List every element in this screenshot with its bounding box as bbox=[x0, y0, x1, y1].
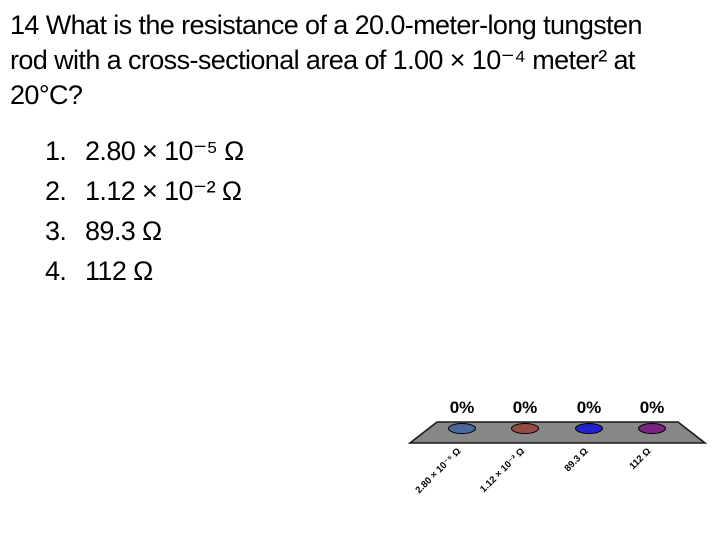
answer-number: 1. bbox=[45, 136, 67, 166]
answer-text: 89.3 Ω bbox=[85, 216, 162, 246]
question-text: 14 What is the resistance of a 20.0-mete… bbox=[10, 8, 712, 113]
category-label-1: 2.80 × 10⁻⁵ Ω bbox=[413, 446, 464, 496]
chart-floor-canvas bbox=[407, 421, 708, 444]
category-label-2: 1.12 × 10⁻² Ω bbox=[477, 446, 527, 496]
answer-option-3: 3. 89.3 Ω bbox=[45, 216, 244, 246]
data-point-ellipse-4 bbox=[638, 423, 666, 434]
category-label-4: 112 Ω bbox=[627, 446, 654, 472]
question-line-1: 14 What is the resistance of a 20.0-mete… bbox=[10, 10, 642, 40]
answer-text: 2.80 × 10⁻⁵ Ω bbox=[85, 136, 244, 166]
data-label-2: 0% bbox=[512, 398, 538, 417]
category-label-3: 89.3 Ω bbox=[562, 446, 591, 475]
answer-option-4: 4. 112 Ω bbox=[45, 256, 244, 286]
answer-list: 1. 2.80 × 10⁻⁵ Ω 2. 1.12 × 10⁻² Ω 3. 89.… bbox=[45, 136, 244, 296]
answer-option-2: 2. 1.12 × 10⁻² Ω bbox=[45, 176, 244, 206]
answer-option-1: 1. 2.80 × 10⁻⁵ Ω bbox=[45, 136, 244, 166]
data-point-ellipse-3 bbox=[575, 423, 603, 434]
chart-floor bbox=[407, 421, 708, 444]
answer-number: 2. bbox=[45, 176, 67, 206]
data-label-1: 0% bbox=[449, 398, 475, 417]
data-label-3: 0% bbox=[576, 398, 602, 417]
answer-text: 112 Ω bbox=[85, 256, 153, 286]
answer-number: 3. bbox=[45, 216, 67, 246]
question-line-2: rod with a cross-sectional area of 1.00 … bbox=[10, 45, 635, 75]
data-point-ellipse-1 bbox=[448, 423, 476, 434]
question-line-3: 20°C? bbox=[10, 80, 83, 110]
data-label-4: 0% bbox=[639, 398, 665, 417]
answer-text: 1.12 × 10⁻² Ω bbox=[85, 176, 242, 206]
answer-number: 4. bbox=[45, 256, 67, 286]
data-point-ellipse-2 bbox=[511, 423, 539, 434]
